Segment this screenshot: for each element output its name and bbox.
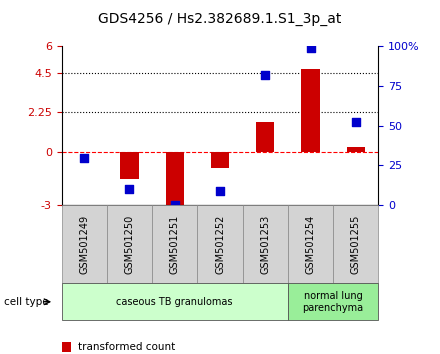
Bar (166, 152, 184, 207)
Point (126, 187, 133, 192)
Text: cell type: cell type (4, 297, 49, 307)
Point (171, 202, 178, 208)
Text: GSM501253: GSM501253 (260, 215, 270, 274)
Bar (121, 152, 139, 179)
Text: normal lung
parenchyma: normal lung parenchyma (303, 291, 364, 313)
Text: GSM501252: GSM501252 (215, 215, 225, 274)
Text: GSM501251: GSM501251 (170, 215, 180, 274)
Text: caseous TB granulomas: caseous TB granulomas (117, 297, 233, 307)
Text: GSM501255: GSM501255 (351, 215, 361, 274)
Text: GSM501254: GSM501254 (305, 215, 315, 274)
Text: transformed count: transformed count (78, 342, 175, 352)
Text: GDS4256 / Hs2.382689.1.S1_3p_at: GDS4256 / Hs2.382689.1.S1_3p_at (98, 12, 342, 27)
Bar (301, 69, 319, 152)
Point (81, 155, 88, 160)
Bar (211, 152, 229, 168)
Bar (347, 147, 365, 152)
Point (216, 188, 224, 194)
Bar (256, 122, 274, 152)
Point (307, 45, 314, 50)
Point (262, 72, 269, 78)
Text: GSM501249: GSM501249 (79, 215, 89, 274)
Text: GSM501250: GSM501250 (125, 215, 135, 274)
Point (352, 120, 359, 125)
